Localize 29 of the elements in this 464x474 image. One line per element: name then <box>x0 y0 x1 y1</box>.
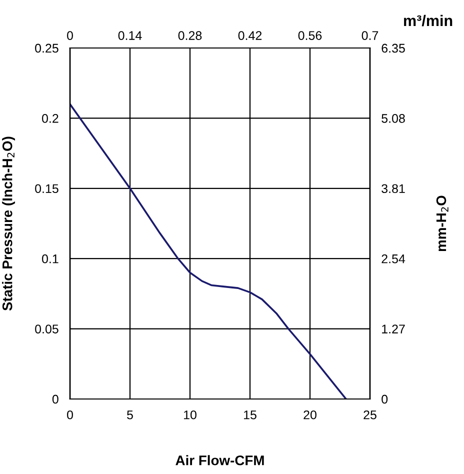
y-tick-label: 0.1 <box>42 254 58 264</box>
y2-axis-title: mm-H$_{2}$O <box>436 196 448 252</box>
x2-tick-label: 0.14 <box>118 31 142 40</box>
x2-axis-title: m³/min <box>404 14 452 26</box>
y-tick-label: 0.15 <box>35 184 58 194</box>
y2-tick-label: 5.08 <box>382 114 405 123</box>
y-tick-label: 0.2 <box>42 114 58 123</box>
x-tick-label: 5 <box>127 410 133 420</box>
x2-tick-label: 0.42 <box>238 31 262 40</box>
x2-tick-label: 0.28 <box>178 31 202 40</box>
x2-tick-label: 0 <box>67 31 73 40</box>
y2-tick-label: 6.35 <box>382 44 405 53</box>
x-tick-label: 25 <box>364 410 376 420</box>
y2-tick-label: 2.54 <box>382 254 406 264</box>
y2-tick-label: 1.27 <box>382 324 405 334</box>
x-tick-label: 20 <box>304 410 316 420</box>
y-tick-label: 0.25 <box>35 44 58 53</box>
x-tick-label: 15 <box>244 410 256 420</box>
y-tick-label: 0.05 <box>35 324 58 334</box>
y2-tick-label: 0 <box>382 394 388 404</box>
x-axis-title: Air Flow-CFM <box>176 455 264 466</box>
y-tick-label: 0 <box>52 394 58 404</box>
x-tick-label: 0 <box>67 410 73 420</box>
x2-tick-label: 0.7 <box>362 31 378 40</box>
x2-tick-label: 0.56 <box>298 31 322 40</box>
y2-tick-label: 3.81 <box>382 184 405 194</box>
line-series <box>70 103 347 399</box>
x-tick-label: 10 <box>184 410 196 420</box>
y-axis-title: Static Pressure (Inch-H$_{2}$O) <box>2 136 16 311</box>
